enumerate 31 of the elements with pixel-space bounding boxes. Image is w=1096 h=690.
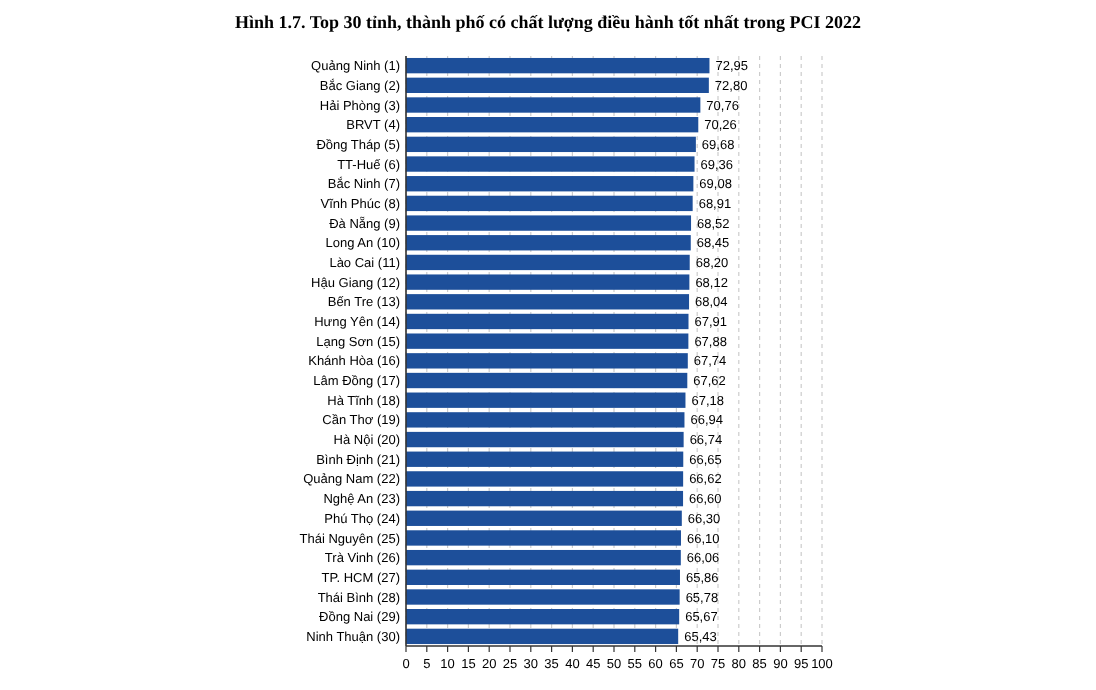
bar — [406, 333, 689, 349]
bar — [406, 57, 710, 74]
chart-title: Hình 1.7. Top 30 tỉnh, thành phố có chất lượng điều hành tốt nhất trong PCI 2022 — [234, 12, 863, 32]
bar — [406, 215, 692, 231]
bar — [406, 195, 693, 212]
bar — [406, 97, 701, 113]
bar — [406, 412, 685, 428]
bar — [406, 510, 682, 526]
bar — [406, 294, 690, 310]
bar — [406, 431, 684, 448]
bar — [406, 274, 690, 290]
bar — [406, 77, 709, 93]
bar — [406, 392, 686, 408]
bar — [406, 549, 681, 566]
bar — [406, 372, 688, 389]
bar — [406, 451, 684, 467]
bar — [406, 176, 694, 192]
bar — [406, 235, 691, 251]
bar — [406, 254, 690, 271]
bar — [406, 569, 680, 585]
bar — [406, 156, 695, 172]
bar — [406, 117, 699, 133]
bar — [406, 136, 696, 153]
bar — [406, 353, 688, 369]
bar — [406, 313, 689, 330]
bar — [406, 628, 679, 645]
bar — [406, 530, 681, 546]
bar — [406, 490, 684, 507]
bar — [406, 471, 684, 487]
bar — [406, 609, 680, 625]
bar — [406, 589, 680, 605]
